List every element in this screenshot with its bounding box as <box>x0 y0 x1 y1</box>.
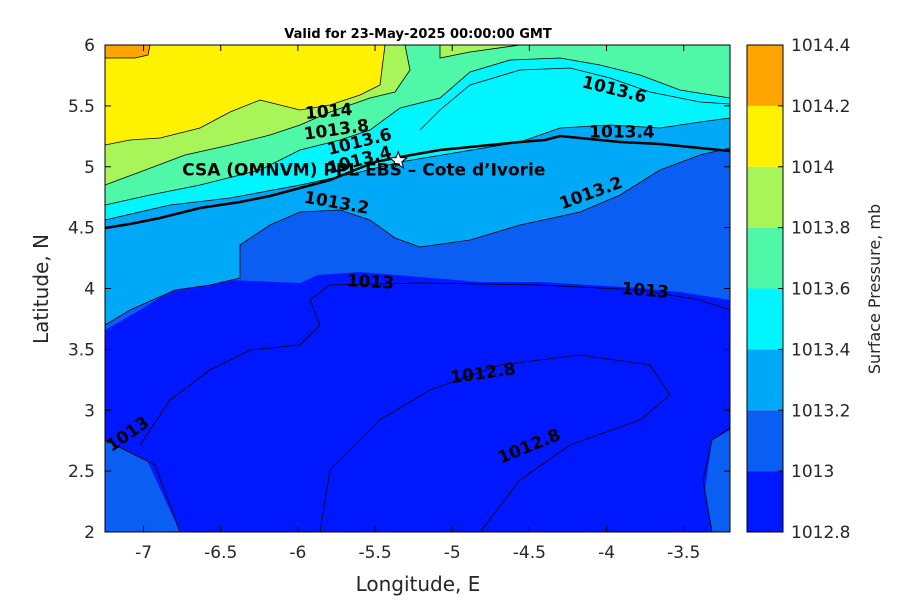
colorbar-tick-label: 1013.8 <box>791 219 850 239</box>
colorbar-tick-label: 1013 <box>791 462 834 482</box>
band-1014-2 <box>105 45 150 58</box>
contour-label: 1013 <box>346 271 394 293</box>
colorbar-tick-label: 1013.6 <box>791 280 850 300</box>
site-star-icon <box>388 150 409 170</box>
colorbar-swatch <box>747 410 783 472</box>
y-tick-label: 6 <box>84 36 95 56</box>
site-layer: CSA (OMNVM) PPL EBS – Cote d’Ivorie <box>182 150 545 180</box>
contour-label: 1014 <box>304 100 353 124</box>
contour-lines <box>105 45 730 532</box>
y-tick-label: 5 <box>84 158 95 178</box>
x-tick-label: -4.5 <box>513 543 546 563</box>
y-tick-label: 2.5 <box>68 462 95 482</box>
x-axis-label: Longitude, E <box>356 572 481 596</box>
y-tick-label: 2 <box>84 523 95 543</box>
colorbar-tick-label: 1014.4 <box>791 36 850 56</box>
x-tick-label: -6.5 <box>204 543 237 563</box>
band-1013-4-right <box>420 68 730 152</box>
colorbar-swatch <box>747 471 783 532</box>
y-tick-label: 4.5 <box>68 219 95 239</box>
contour-label: 1013 <box>621 279 670 303</box>
y-tick-label: 4 <box>84 280 95 300</box>
y-tick-label: 3.5 <box>68 340 95 360</box>
colorbar-tick-label: 1012.8 <box>791 523 850 543</box>
colorbar-tick-label: 1014 <box>791 158 834 178</box>
colorbar-swatch <box>747 288 783 350</box>
colorbar-swatch <box>747 166 783 228</box>
band-1012-8-inner <box>320 355 670 532</box>
x-tick-label: -5 <box>444 543 461 563</box>
site-label: CSA (OMNVM) PPL EBS – Cote d’Ivorie <box>182 160 545 180</box>
colorbar-swatch <box>747 227 783 289</box>
contour-fill-layer <box>105 45 730 532</box>
colorbar-tick-label: 1013.4 <box>791 340 850 360</box>
map-title: Valid for 23-May-2025 00:00:00 GMT <box>284 27 552 42</box>
colorbar-swatch <box>747 45 783 106</box>
colorbar-tick-label: 1013.2 <box>791 401 850 421</box>
band-1014 <box>105 45 385 145</box>
x-tick-label: -6 <box>289 543 306 563</box>
contour-label: 1013.4 <box>589 123 655 143</box>
band-1013-8-top <box>440 45 520 58</box>
y-tick-label: 5.5 <box>68 97 95 117</box>
y-axis-label: Latitude, N <box>29 234 53 344</box>
x-tick-label: -7 <box>135 543 152 563</box>
y-tick-label: 3 <box>84 401 95 421</box>
colorbar-swatch <box>747 349 783 411</box>
x-tick-label: -5.5 <box>358 543 391 563</box>
y-axis-ticks: 2 2.5 3 3.5 4 4.5 5 5.5 6 <box>68 36 730 543</box>
x-axis-ticks: -7 -6.5 -6 -5.5 -5 -4.5 -4 -3.5 <box>135 45 700 563</box>
colorbar-label: Surface Pressure, mb <box>865 204 884 374</box>
x-tick-label: -3.5 <box>667 543 700 563</box>
colorbar-swatch <box>747 105 783 167</box>
colorbar-tick-label: 1014.2 <box>791 97 850 117</box>
x-tick-label: -4 <box>598 543 615 563</box>
colorbar: 1012.8 1013 1013.2 1013.4 1013.6 1013.8 1014 10… <box>746 36 850 543</box>
